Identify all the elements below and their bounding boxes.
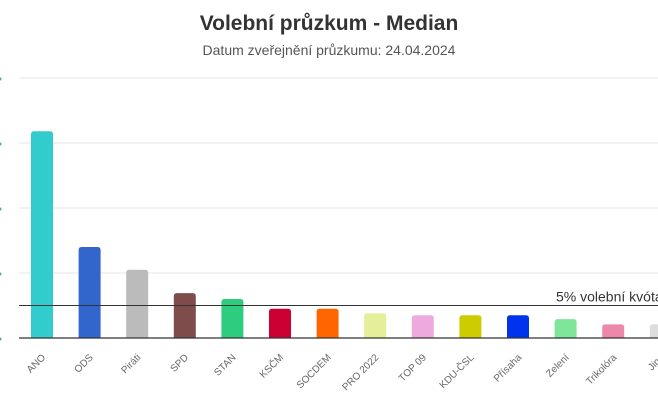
y-tick-mark	[0, 142, 2, 146]
x-tick-label: PRO 2022	[341, 352, 382, 393]
x-tick-label: ODS	[73, 352, 96, 375]
x-tick-label: KSČM	[256, 351, 286, 381]
y-tick-mark	[0, 207, 2, 211]
x-tick-label: Jiné	[646, 352, 658, 373]
chart-title: Volební průzkum - Median	[199, 12, 459, 35]
bar-SOCDEM	[316, 308, 339, 338]
chart-subtitle: Datum zveřejnění průzkumu: 24.04.2024	[202, 42, 456, 58]
bar-KDU-ČSL	[459, 315, 482, 338]
bar-PRO 2022	[364, 313, 387, 338]
x-tick-label: Trikolóra	[584, 352, 619, 387]
bar-STAN	[221, 299, 244, 338]
bar-Jiné	[649, 324, 658, 338]
x-tick-label: TOP 09	[397, 352, 429, 384]
x-tick-label: ANO	[25, 352, 48, 375]
threshold-label: 5% volební kvóta	[556, 289, 658, 305]
bar-SPD	[173, 293, 196, 338]
bar-KSČM	[269, 308, 291, 338]
x-tick-label: Přísaha	[492, 352, 524, 384]
bar-Piráti	[126, 269, 149, 338]
bar-Zelení	[554, 319, 577, 338]
bar-ODS	[78, 247, 101, 338]
y-tick-mark	[0, 272, 2, 276]
bar-TOP 09	[411, 315, 434, 338]
x-tick-label: SOCDEM	[295, 352, 334, 391]
x-tick-label: Piráti	[119, 352, 143, 376]
x-tick-label: SPD	[169, 352, 191, 374]
bar-Přísaha	[507, 315, 529, 338]
x-tick-label: KDU-ČSL	[436, 351, 477, 392]
bar-ANO	[31, 131, 53, 338]
y-tick-mark	[0, 337, 2, 341]
x-tick-label: Zelení	[544, 352, 572, 380]
x-tick-label: STAN	[212, 352, 238, 378]
bar-Trikolóra	[602, 324, 625, 338]
y-tick-mark	[0, 77, 2, 81]
